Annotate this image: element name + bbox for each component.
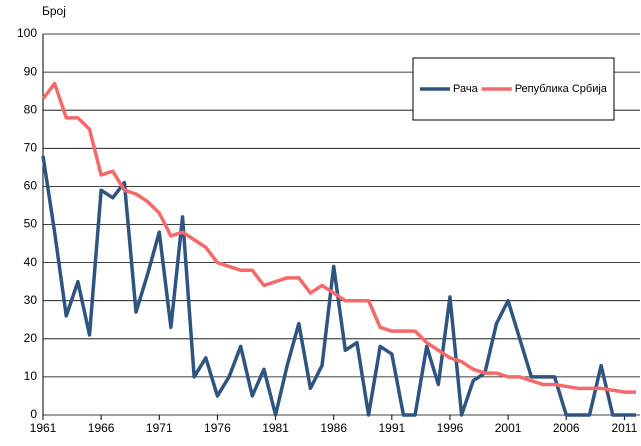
x-tick-label: 1966 (88, 421, 115, 435)
x-tick-label: 1996 (437, 421, 464, 435)
y-tick-label: 0 (30, 407, 37, 421)
x-tick-label: 1961 (30, 421, 57, 435)
y-tick-label: 70 (24, 140, 38, 154)
y-tick-label: 50 (24, 217, 38, 231)
x-tick-label: 1986 (320, 421, 347, 435)
y-tick-label: 80 (24, 102, 38, 116)
y-tick-label: 10 (24, 369, 38, 383)
legend-label: Рача (453, 83, 479, 95)
x-tick-label: 2006 (553, 421, 580, 435)
y-tick-label: 90 (24, 64, 38, 78)
y-tick-label: 20 (24, 331, 38, 345)
series-line (41, 81, 636, 394)
y-tick-label: 60 (24, 179, 38, 193)
legend-label: Република Србија (515, 83, 608, 95)
y-tick-label: 30 (24, 293, 38, 307)
series-line (41, 155, 636, 417)
y-tick-label: 100 (17, 26, 37, 40)
x-tick-label: 1971 (146, 421, 173, 435)
y-axis-label: Број (42, 4, 66, 18)
x-tick-label: 1976 (204, 421, 231, 435)
x-tick-label: 2011 (611, 421, 637, 435)
y-tick-label: 40 (24, 255, 38, 269)
x-tick-label: 1991 (378, 421, 405, 435)
x-tick-label: 1981 (262, 421, 289, 435)
x-tick-label: 2001 (495, 421, 522, 435)
